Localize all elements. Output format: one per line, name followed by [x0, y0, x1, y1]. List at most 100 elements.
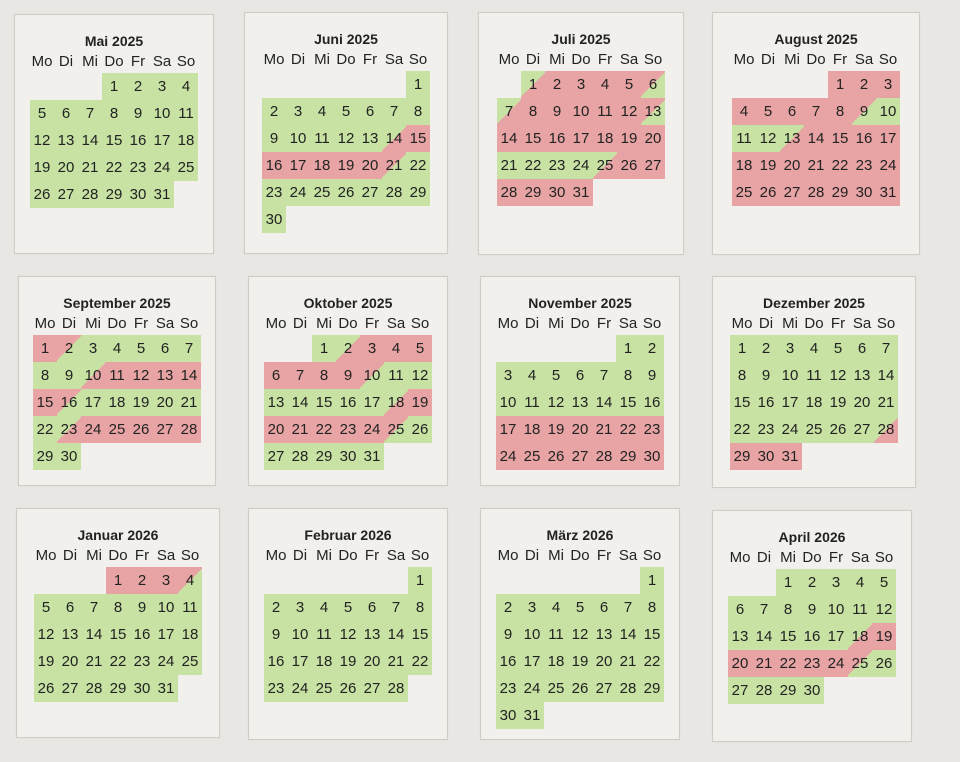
day-cell[interactable]: 6	[360, 594, 384, 621]
day-cell[interactable]: 22	[408, 648, 432, 675]
day-cell[interactable]: 21	[752, 650, 776, 677]
day-cell[interactable]: 14	[804, 125, 828, 152]
day-cell[interactable]: 4	[848, 569, 872, 596]
day-cell[interactable]: 6	[592, 594, 616, 621]
day-cell[interactable]: 7	[592, 362, 616, 389]
day-cell[interactable]: 10	[288, 621, 312, 648]
day-cell[interactable]: 28	[874, 416, 898, 443]
day-cell[interactable]: 15	[730, 389, 754, 416]
day-cell[interactable]: 24	[520, 675, 544, 702]
day-cell[interactable]: 7	[382, 98, 406, 125]
day-cell[interactable]: 28	[82, 675, 106, 702]
day-cell[interactable]: 5	[30, 100, 54, 127]
day-cell[interactable]: 23	[852, 152, 876, 179]
day-cell[interactable]: 26	[408, 416, 432, 443]
day-cell[interactable]: 29	[776, 677, 800, 704]
day-cell[interactable]: 21	[874, 389, 898, 416]
day-cell[interactable]: 16	[545, 125, 569, 152]
day-cell[interactable]: 3	[150, 73, 174, 100]
day-cell[interactable]: 13	[641, 98, 665, 125]
day-cell[interactable]: 19	[408, 389, 432, 416]
day-cell[interactable]: 2	[126, 73, 150, 100]
day-cell[interactable]: 14	[288, 389, 312, 416]
day-cell[interactable]: 14	[752, 623, 776, 650]
day-cell[interactable]: 27	[153, 416, 177, 443]
day-cell[interactable]: 25	[384, 416, 408, 443]
day-cell[interactable]: 28	[497, 179, 521, 206]
day-cell[interactable]: 15	[408, 621, 432, 648]
day-cell[interactable]: 30	[545, 179, 569, 206]
day-cell[interactable]: 24	[154, 648, 178, 675]
day-cell[interactable]: 7	[804, 98, 828, 125]
day-cell[interactable]: 5	[826, 335, 850, 362]
day-cell[interactable]: 31	[876, 179, 900, 206]
day-cell[interactable]: 4	[384, 335, 408, 362]
day-cell[interactable]: 16	[336, 389, 360, 416]
day-cell[interactable]: 22	[33, 416, 57, 443]
day-cell[interactable]: 26	[30, 181, 54, 208]
day-cell[interactable]: 24	[81, 416, 105, 443]
day-cell[interactable]: 30	[126, 181, 150, 208]
day-cell[interactable]: 1	[33, 335, 57, 362]
day-cell[interactable]: 1	[776, 569, 800, 596]
day-cell[interactable]: 14	[78, 127, 102, 154]
day-cell[interactable]: 9	[852, 98, 876, 125]
day-cell[interactable]: 20	[153, 389, 177, 416]
day-cell[interactable]: 18	[732, 152, 756, 179]
day-cell[interactable]: 30	[57, 443, 81, 470]
day-cell[interactable]: 23	[264, 675, 288, 702]
day-cell[interactable]: 29	[33, 443, 57, 470]
day-cell[interactable]: 11	[178, 594, 202, 621]
day-cell[interactable]: 3	[288, 594, 312, 621]
day-cell[interactable]: 14	[874, 362, 898, 389]
day-cell[interactable]: 27	[592, 675, 616, 702]
day-cell[interactable]: 2	[336, 335, 360, 362]
day-cell[interactable]: 21	[592, 416, 616, 443]
day-cell[interactable]: 29	[521, 179, 545, 206]
day-cell[interactable]: 7	[497, 98, 521, 125]
day-cell[interactable]: 23	[130, 648, 154, 675]
day-cell[interactable]: 10	[824, 596, 848, 623]
day-cell[interactable]: 21	[177, 389, 201, 416]
day-cell[interactable]: 17	[876, 125, 900, 152]
day-cell[interactable]: 27	[568, 443, 592, 470]
day-cell[interactable]: 1	[408, 567, 432, 594]
day-cell[interactable]: 9	[130, 594, 154, 621]
day-cell[interactable]: 30	[336, 443, 360, 470]
day-cell[interactable]: 7	[874, 335, 898, 362]
day-cell[interactable]: 7	[82, 594, 106, 621]
day-cell[interactable]: 5	[544, 362, 568, 389]
day-cell[interactable]: 13	[54, 127, 78, 154]
day-cell[interactable]: 9	[262, 125, 286, 152]
day-cell[interactable]: 2	[496, 594, 520, 621]
day-cell[interactable]: 30	[800, 677, 824, 704]
day-cell[interactable]: 3	[520, 594, 544, 621]
day-cell[interactable]: 26	[568, 675, 592, 702]
day-cell[interactable]: 16	[496, 648, 520, 675]
day-cell[interactable]: 11	[802, 362, 826, 389]
day-cell[interactable]: 18	[544, 648, 568, 675]
day-cell[interactable]: 19	[336, 648, 360, 675]
day-cell[interactable]: 8	[106, 594, 130, 621]
day-cell[interactable]: 28	[804, 179, 828, 206]
day-cell[interactable]: 26	[872, 650, 896, 677]
day-cell[interactable]: 1	[730, 335, 754, 362]
day-cell[interactable]: 20	[641, 125, 665, 152]
day-cell[interactable]: 18	[384, 389, 408, 416]
day-cell[interactable]: 19	[872, 623, 896, 650]
day-cell[interactable]: 4	[593, 71, 617, 98]
day-cell[interactable]: 3	[778, 335, 802, 362]
day-cell[interactable]: 5	[617, 71, 641, 98]
day-cell[interactable]: 24	[876, 152, 900, 179]
day-cell[interactable]: 16	[852, 125, 876, 152]
day-cell[interactable]: 15	[616, 389, 640, 416]
day-cell[interactable]: 14	[82, 621, 106, 648]
day-cell[interactable]: 6	[58, 594, 82, 621]
day-cell[interactable]: 22	[102, 154, 126, 181]
day-cell[interactable]: 6	[641, 71, 665, 98]
day-cell[interactable]: 13	[728, 623, 752, 650]
day-cell[interactable]: 22	[406, 152, 430, 179]
day-cell[interactable]: 31	[154, 675, 178, 702]
day-cell[interactable]: 7	[288, 362, 312, 389]
day-cell[interactable]: 2	[754, 335, 778, 362]
